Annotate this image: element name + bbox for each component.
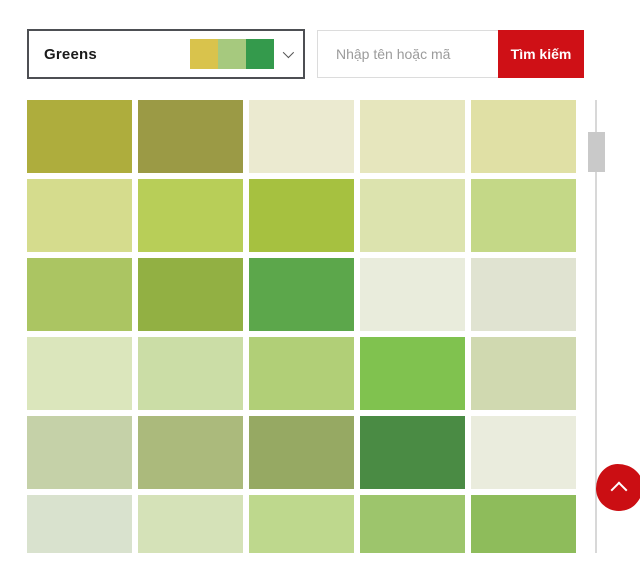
search-input[interactable] [317, 30, 498, 78]
filter-color-swatch [190, 39, 218, 69]
color-swatch[interactable] [471, 416, 576, 489]
color-swatch[interactable] [471, 179, 576, 252]
color-swatch[interactable] [138, 258, 243, 331]
chevron-down-icon [282, 46, 295, 59]
color-swatch[interactable] [138, 179, 243, 252]
color-grid [27, 100, 576, 553]
search-button[interactable]: Tìm kiếm [498, 30, 584, 78]
color-swatch[interactable] [249, 495, 354, 553]
color-swatch[interactable] [360, 258, 465, 331]
color-swatch[interactable] [27, 416, 132, 489]
color-swatch[interactable] [360, 179, 465, 252]
color-swatch[interactable] [27, 179, 132, 252]
color-swatch[interactable] [138, 416, 243, 489]
color-swatch[interactable] [360, 100, 465, 173]
color-swatch[interactable] [471, 258, 576, 331]
color-swatch[interactable] [249, 416, 354, 489]
color-swatch[interactable] [249, 258, 354, 331]
color-swatch[interactable] [360, 337, 465, 410]
color-swatch[interactable] [249, 100, 354, 173]
color-swatch[interactable] [360, 495, 465, 553]
color-swatch[interactable] [471, 495, 576, 553]
scrollbar-track[interactable] [595, 100, 597, 553]
filter-color-swatch [218, 39, 246, 69]
color-swatch[interactable] [471, 100, 576, 173]
selected-color-family: Greens [44, 45, 97, 63]
search-bar: Tìm kiếm [317, 30, 584, 78]
color-swatch[interactable] [249, 337, 354, 410]
color-swatch[interactable] [27, 495, 132, 553]
color-swatch[interactable] [27, 258, 132, 331]
color-swatch[interactable] [138, 337, 243, 410]
color-swatch[interactable] [249, 179, 354, 252]
back-to-top-button[interactable] [596, 464, 640, 511]
filter-swatch-strip [190, 39, 274, 69]
filter-color-swatch [246, 39, 274, 69]
color-family-dropdown[interactable]: Greens [27, 29, 305, 79]
chevron-up-icon [610, 481, 628, 499]
color-swatch[interactable] [27, 337, 132, 410]
scrollbar-thumb[interactable] [588, 132, 605, 172]
color-swatch[interactable] [360, 416, 465, 489]
color-swatch[interactable] [138, 495, 243, 553]
color-swatch[interactable] [471, 337, 576, 410]
color-swatch[interactable] [138, 100, 243, 173]
color-swatch[interactable] [27, 100, 132, 173]
